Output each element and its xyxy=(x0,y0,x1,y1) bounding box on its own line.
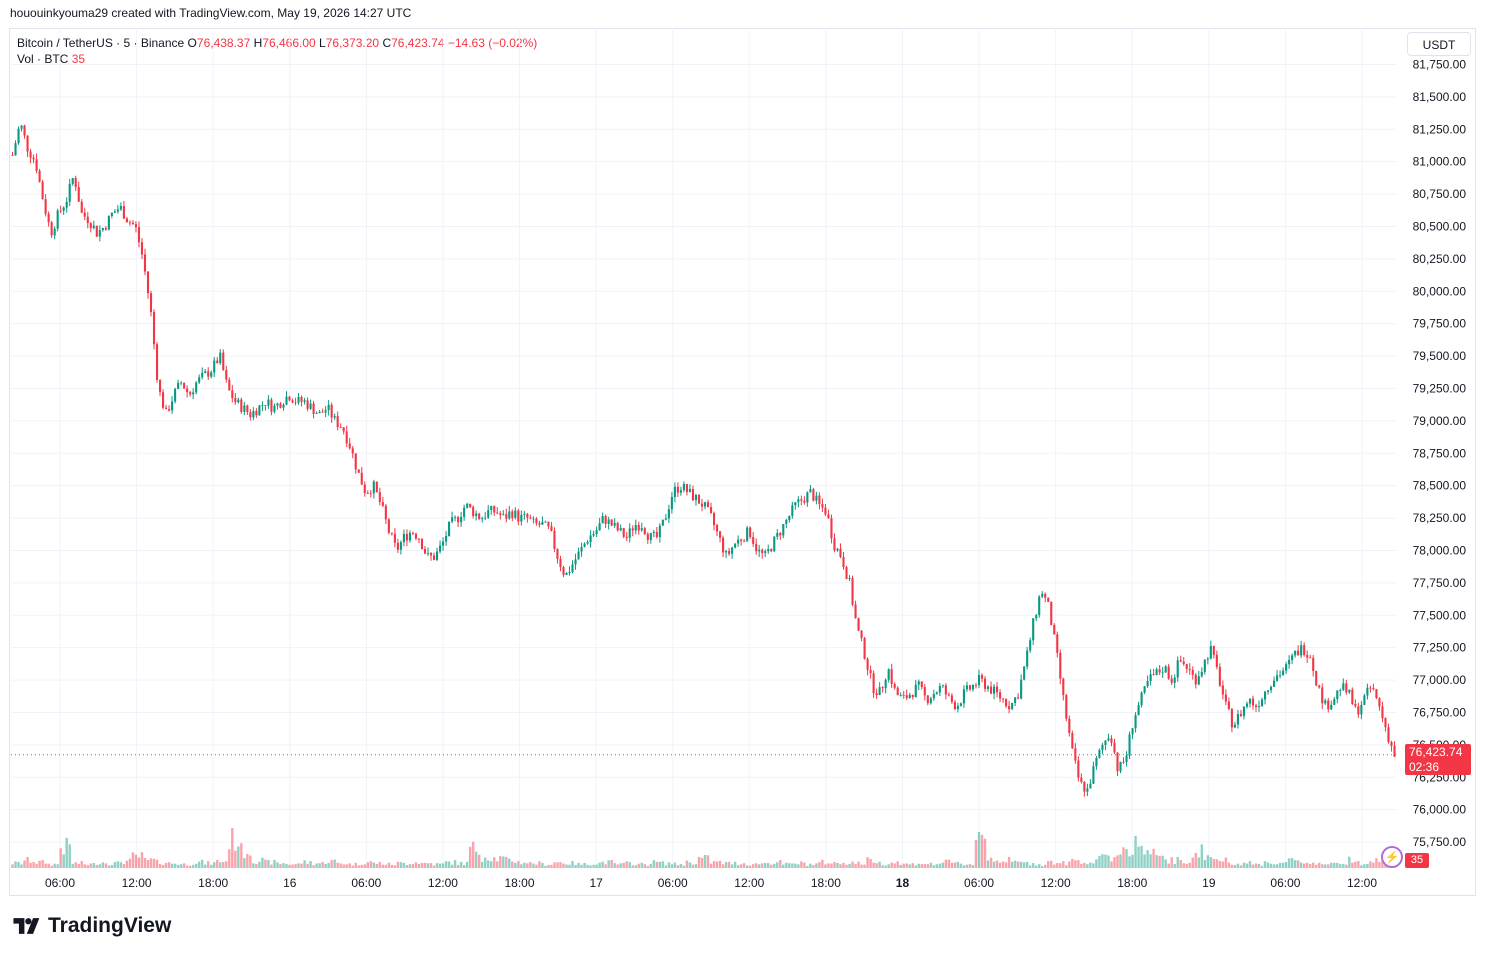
volume-badge: 35 xyxy=(1405,853,1429,868)
legend-high-value: 76,466.00 xyxy=(262,36,316,50)
lightning-icon[interactable]: ⚡ xyxy=(1381,846,1403,868)
legend-volume-label[interactable]: Vol · BTC xyxy=(17,52,69,66)
currency-button[interactable]: USDT xyxy=(1407,32,1471,56)
legend-high-label: H xyxy=(253,36,263,50)
legend-open-value: 76,438.37 xyxy=(196,36,251,50)
brand-logo: TradingView xyxy=(10,914,171,938)
legend-symbol[interactable]: Bitcoin / TetherUS · 5 · Binance xyxy=(17,36,185,50)
legend-ohlc-row: Bitcoin / TetherUS · 5 · Binance O76,438… xyxy=(17,35,537,51)
legend-change: −14.63 (−0.02%) xyxy=(447,36,538,50)
tradingview-logo-icon xyxy=(13,918,40,934)
legend-open-label: O xyxy=(187,36,197,50)
brand-name: TradingView xyxy=(48,914,172,937)
bar-countdown: 02:36 xyxy=(1409,760,1440,774)
last-price-tag: 76,423.74 02:36 xyxy=(1405,744,1471,775)
legend-low-value: 76,373.20 xyxy=(325,36,380,50)
last-price-value: 76,423.74 xyxy=(1409,745,1463,759)
legend-close-label: C xyxy=(382,36,392,50)
chart-frame[interactable] xyxy=(9,28,1476,896)
legend-volume-value: 35 xyxy=(71,52,86,66)
chart-legend: Bitcoin / TetherUS · 5 · Binance O76,438… xyxy=(17,35,537,67)
legend-volume-row: Vol · BTC 35 xyxy=(17,51,537,67)
chart-credit: hououinkyouma29 created with TradingView… xyxy=(10,6,412,20)
legend-low-label: L xyxy=(319,36,326,50)
legend-close-value: 76,423.74 xyxy=(391,36,445,50)
